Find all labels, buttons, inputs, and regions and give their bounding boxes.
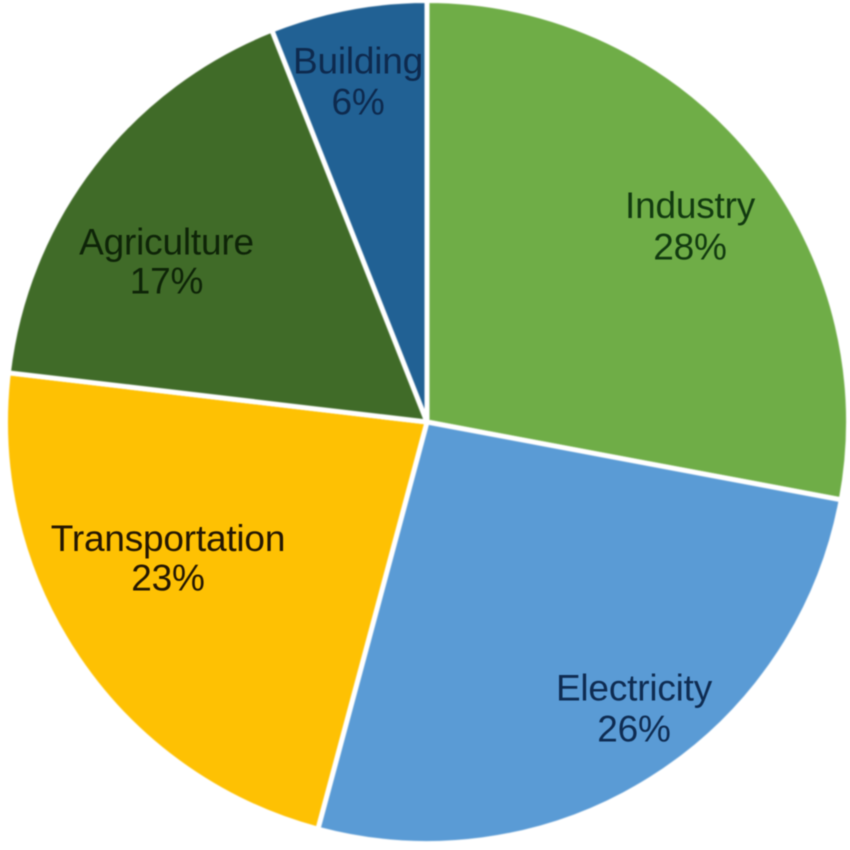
svg-text:6%: 6%	[331, 82, 384, 123]
svg-text:17%: 17%	[130, 261, 203, 302]
svg-text:Transportation: Transportation	[51, 518, 285, 559]
svg-text:Electricity: Electricity	[556, 668, 713, 709]
svg-text:Industry: Industry	[625, 185, 756, 226]
svg-text:Agriculture: Agriculture	[79, 222, 254, 263]
svg-text:23%: 23%	[131, 558, 204, 599]
svg-text:28%: 28%	[653, 227, 726, 268]
svg-text:26%: 26%	[597, 709, 670, 750]
svg-text:Building: Building	[293, 41, 423, 82]
